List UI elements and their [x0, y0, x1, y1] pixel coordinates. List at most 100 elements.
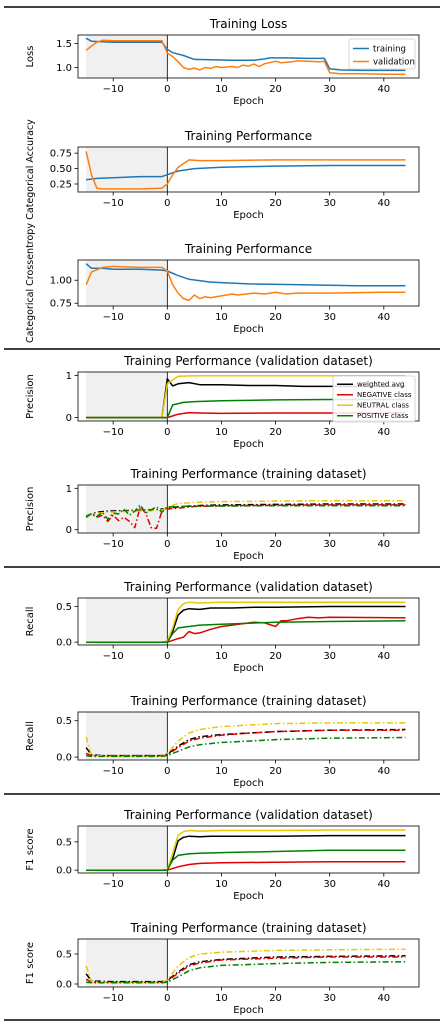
- axes-frame: [77, 484, 420, 534]
- x-tick-label: 10: [215, 84, 228, 95]
- series-line-1: [85, 956, 406, 983]
- x-tick-label: 10: [215, 539, 228, 550]
- x-tick-label: 30: [323, 312, 336, 323]
- x-axis-label: Epoch: [233, 891, 264, 902]
- legend-label: NEUTRAL class: [357, 402, 409, 410]
- chart-panel-6: −10 0 10 20 30 40 0.0 0.5 Training Performance (…: [25, 694, 420, 789]
- legend: training validation: [348, 38, 416, 70]
- legend-label: training: [373, 44, 406, 54]
- series-line-0: [86, 164, 406, 181]
- x-tick-label: 40: [377, 993, 390, 1004]
- x-tick-label: 20: [269, 651, 282, 662]
- axes-frame: [77, 371, 420, 422]
- y-tick-label: 1.5: [56, 39, 72, 50]
- y-tick-label: 0.5: [56, 716, 72, 727]
- chart-title: Training Performance (training dataset): [129, 921, 366, 935]
- x-axis-label: Epoch: [233, 778, 264, 789]
- chart-title: Training Performance (validation dataset…: [123, 580, 373, 594]
- chart-title: Training Performance: [184, 242, 312, 256]
- x-tick-label: 10: [215, 993, 228, 1004]
- chart-panel-8: −10 0 10 20 30 40 0.0 0.5 Training Performance (…: [25, 921, 420, 1016]
- x-tick-label: 10: [215, 198, 228, 209]
- x-tick-label: 10: [215, 879, 228, 890]
- series-line-2: [85, 722, 406, 758]
- y-axis-label: Precision: [25, 374, 36, 419]
- x-tick-label: 20: [269, 539, 282, 550]
- y-tick-label: 0.5: [56, 837, 72, 848]
- x-tick-label: 0: [164, 427, 170, 438]
- x-tick-label: 0: [164, 84, 170, 95]
- x-tick-label: 40: [377, 766, 390, 777]
- x-tick-label: 30: [323, 766, 336, 777]
- x-tick-label: 20: [269, 312, 282, 323]
- x-tick-label: 0: [164, 879, 170, 890]
- x-axis-label: Epoch: [233, 551, 264, 562]
- x-tick-label: 40: [377, 879, 390, 890]
- series-group: [85, 722, 406, 758]
- x-tick-label: 20: [269, 198, 282, 209]
- shaded-region: [86, 485, 168, 533]
- series-line-3: [85, 504, 406, 521]
- y-tick-label: 0.75: [50, 149, 72, 160]
- x-axis-label: Epoch: [233, 96, 264, 107]
- chart-title: Training Loss: [209, 17, 287, 31]
- x-tick-label: 20: [269, 879, 282, 890]
- y-tick-label: 0: [66, 413, 72, 424]
- x-tick-label: 30: [323, 84, 336, 95]
- x-tick-label: 40: [377, 312, 390, 323]
- series-line-0: [85, 955, 406, 983]
- shaded-region: [86, 826, 168, 873]
- x-tick-label: 40: [377, 84, 390, 95]
- shaded-region: [86, 598, 168, 645]
- y-tick-label: 0.0: [56, 638, 72, 649]
- y-tick-label: 0.0: [56, 980, 72, 991]
- y-axis-label: Recall: [25, 721, 36, 751]
- x-tick-label: 20: [269, 993, 282, 1004]
- x-axis-label: Epoch: [233, 324, 264, 335]
- chart-panel-3: −10 0 10 20 30 40 0 1 Training Performance (vali…: [25, 354, 420, 450]
- x-tick-label: 10: [215, 427, 228, 438]
- x-tick-label: 30: [323, 651, 336, 662]
- series-line-training: [85, 37, 406, 72]
- x-tick-label: 30: [323, 879, 336, 890]
- x-tick-label: −10: [103, 766, 124, 777]
- x-tick-label: 40: [377, 427, 390, 438]
- legend: weighted avg NEGATIVE class NEUTRAL class P…: [332, 375, 416, 423]
- x-tick-label: 20: [269, 84, 282, 95]
- series-line-1: [85, 729, 406, 757]
- series-line-validation: [85, 39, 406, 75]
- x-tick-label: 30: [323, 198, 336, 209]
- chart-panel-0: −10 0 10 20 30 40 1.0 1.5 Training Loss Epoch Loss…: [25, 17, 420, 107]
- x-tick-label: 10: [215, 312, 228, 323]
- axes-frame: [77, 34, 420, 79]
- axes-frame: [77, 597, 420, 646]
- chart-panel-1: −10 0 10 20 30 40 0.25 0.50 0.75 Training Perform…: [25, 119, 420, 221]
- y-tick-label: 0: [66, 525, 72, 536]
- series-line-1: [85, 265, 406, 302]
- legend-box: [332, 375, 416, 423]
- series-group: [85, 948, 406, 984]
- axes-frame: [77, 938, 420, 988]
- y-tick-label: 1.0: [56, 63, 72, 74]
- legend-label: NEGATIVE class: [357, 391, 412, 399]
- x-tick-label: −10: [103, 993, 124, 1004]
- x-tick-label: −10: [103, 651, 124, 662]
- series-group: [85, 263, 406, 302]
- series-group: [85, 151, 406, 190]
- legend-label: POSITIVE class: [357, 412, 409, 420]
- x-tick-label: 30: [323, 993, 336, 1004]
- shaded-region: [86, 147, 168, 192]
- x-tick-label: −10: [103, 427, 124, 438]
- x-tick-label: 30: [323, 427, 336, 438]
- series-line-0: [85, 503, 406, 517]
- chart-title: Training Performance: [184, 129, 312, 143]
- y-tick-label: 0.25: [50, 179, 72, 190]
- x-tick-label: 30: [323, 539, 336, 550]
- x-tick-label: −10: [103, 879, 124, 890]
- series-line-2: [85, 499, 406, 518]
- x-tick-label: 10: [215, 651, 228, 662]
- y-tick-label: 0.0: [56, 753, 72, 764]
- chart-title: Training Performance (validation dataset…: [123, 808, 373, 822]
